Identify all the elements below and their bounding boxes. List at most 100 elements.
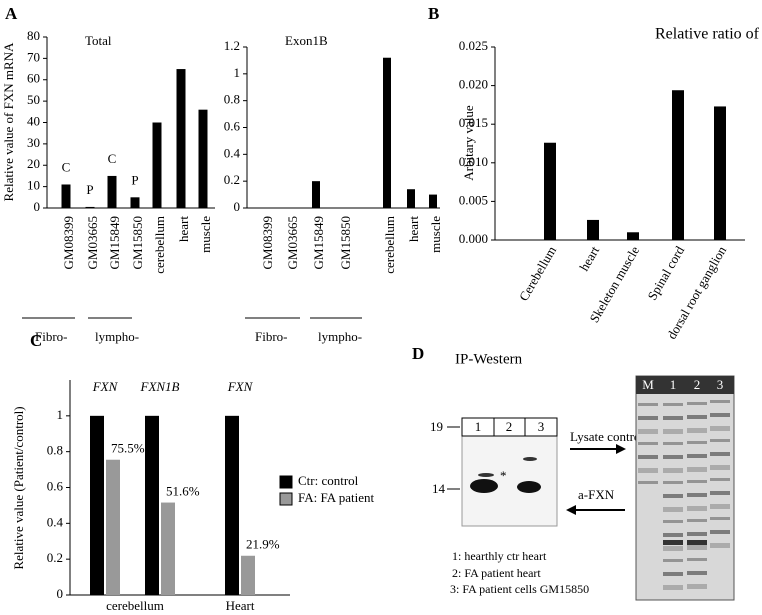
gel-band <box>687 415 707 419</box>
y-axis-label: Relative value (Patient/control) <box>11 406 26 569</box>
band <box>517 481 541 493</box>
gel-band <box>687 558 707 561</box>
value-label: 51.6% <box>166 484 200 499</box>
legend-label: FA: FA patient <box>298 490 374 505</box>
y-tick-label: 0.000 <box>459 231 488 246</box>
x-tick-label: muscle <box>428 216 443 253</box>
lane-header <box>461 417 558 437</box>
y-tick-label: 40 <box>27 113 40 128</box>
legend-text: 2: FA patient heart <box>452 566 541 580</box>
y-tick-label: 0.020 <box>459 77 488 92</box>
bar <box>161 502 175 595</box>
x-tick-label: GM15850 <box>338 216 353 269</box>
y-tick-label: 80 <box>27 28 40 43</box>
gel-band <box>663 455 683 459</box>
gel-band <box>663 481 683 484</box>
gel-band <box>687 454 707 458</box>
y-tick-label: 0 <box>57 586 64 601</box>
group-label: Fibro- <box>255 329 288 344</box>
x-tick-label: GM03665 <box>285 216 300 269</box>
y-tick-label: 60 <box>27 71 40 86</box>
bar <box>130 197 140 208</box>
group-label: Heart <box>226 598 255 613</box>
asterisk: * <box>500 468 507 483</box>
chart-title: Relative ratio of exon1B/total <box>655 26 762 43</box>
gel-band <box>710 478 730 481</box>
x-tick-label: GM15850 <box>130 216 145 269</box>
gel-band <box>687 493 707 497</box>
gel-band <box>663 416 683 420</box>
annotation: C <box>108 151 117 166</box>
gel-band <box>663 468 683 473</box>
x-tick-label: heart <box>576 243 602 273</box>
y-tick-label: 30 <box>27 135 40 150</box>
x-tick-label: cerebellum <box>152 216 167 274</box>
arrow-head <box>566 505 576 515</box>
x-tick-label: GM15849 <box>311 216 326 269</box>
arrow-label: Lysate control <box>570 429 644 444</box>
x-tick-label: GM03665 <box>85 216 100 269</box>
gel-band <box>710 426 730 431</box>
y-tick-label: 1.2 <box>224 38 240 53</box>
gel-band <box>687 540 707 545</box>
gel-lane-label: 2 <box>694 377 701 392</box>
bar <box>587 219 599 240</box>
gel-band <box>710 530 730 534</box>
gel-band <box>687 584 707 589</box>
gel-band <box>663 494 683 498</box>
bar <box>312 181 320 208</box>
gel-band <box>638 481 658 484</box>
gel-band <box>687 532 707 536</box>
gel-lane-label: 3 <box>717 377 724 392</box>
bar <box>90 415 104 595</box>
band <box>470 479 498 493</box>
y-tick-label: 0.4 <box>47 514 64 529</box>
lane-label: 3 <box>538 419 545 434</box>
y-tick-label: 1 <box>57 407 64 422</box>
legend-swatch <box>279 492 293 506</box>
bar <box>627 232 639 240</box>
legend-label: Ctr: control <box>298 473 359 488</box>
gel-band <box>687 571 707 575</box>
y-tick-label: 0 <box>34 199 41 214</box>
annotation: P <box>86 182 93 197</box>
band <box>478 473 494 477</box>
legend-wrap: 3: FA patient cells GM15850 <box>450 582 590 596</box>
bar <box>241 555 255 595</box>
bar <box>106 459 120 595</box>
y-tick-label: 1 <box>234 65 241 80</box>
gel-band <box>687 480 707 483</box>
bar <box>198 109 208 208</box>
y-tick-label: 0.4 <box>224 145 241 160</box>
panel-label: B <box>428 4 439 23</box>
gel-band <box>638 416 658 420</box>
lane-label: 1 <box>475 419 482 434</box>
gel-bands <box>638 400 730 590</box>
category-label: FXN <box>227 379 254 394</box>
arrow-head <box>616 444 626 454</box>
gel-lane-label: M <box>642 377 654 392</box>
value-label: 75.5% <box>111 441 145 456</box>
bar <box>407 189 415 208</box>
y-tick-label: 50 <box>27 92 40 107</box>
gel-band <box>663 507 683 512</box>
x-tick-label: Cerebellum <box>516 243 559 303</box>
annotation: C <box>62 159 71 174</box>
gel-band <box>638 429 658 434</box>
y-tick-label: 0.025 <box>459 38 488 53</box>
legend-text: 3: FA patient cells GM15850 <box>450 582 590 596</box>
gel-band <box>687 467 707 472</box>
bar <box>61 184 71 208</box>
gel-band <box>710 517 730 520</box>
group-label: lympho- <box>318 329 362 344</box>
group-label: lympho- <box>95 329 139 344</box>
group-label: Fibro- <box>35 329 68 344</box>
gel-band <box>638 455 658 459</box>
bar <box>145 415 159 595</box>
bar <box>714 106 726 240</box>
legend-swatch <box>279 475 293 489</box>
gel-header-bg <box>636 376 734 394</box>
group-label: cerebellum <box>106 598 164 613</box>
